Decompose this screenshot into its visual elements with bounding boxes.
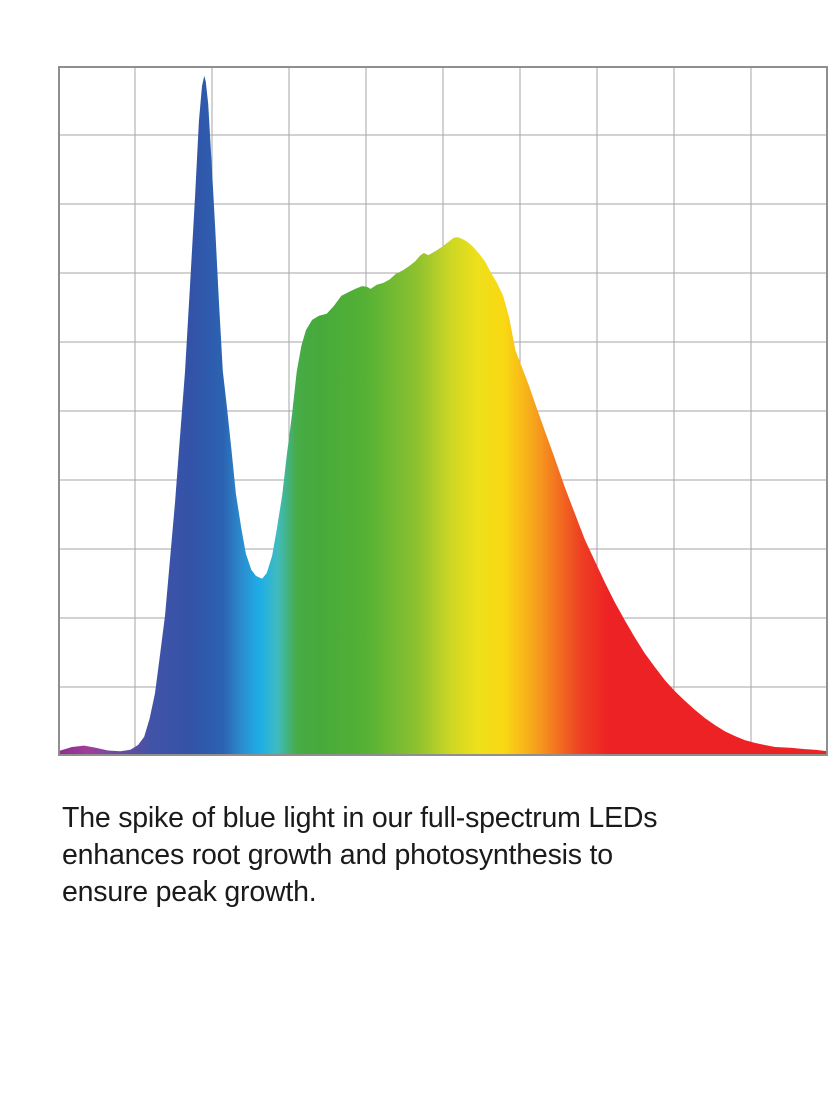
- spectrum-chart: [58, 66, 828, 756]
- chart-border: [58, 66, 828, 756]
- spectrum-chart-svg: [58, 66, 828, 756]
- spectrum-area: [58, 75, 828, 756]
- caption-line-2: enhances root growth and photosynthesis …: [62, 839, 613, 871]
- caption-line-3: ensure peak growth.: [62, 876, 317, 908]
- caption: The spike of blue light in our full-spec…: [62, 800, 802, 911]
- caption-line-1: The spike of blue light in our full-spec…: [62, 802, 658, 834]
